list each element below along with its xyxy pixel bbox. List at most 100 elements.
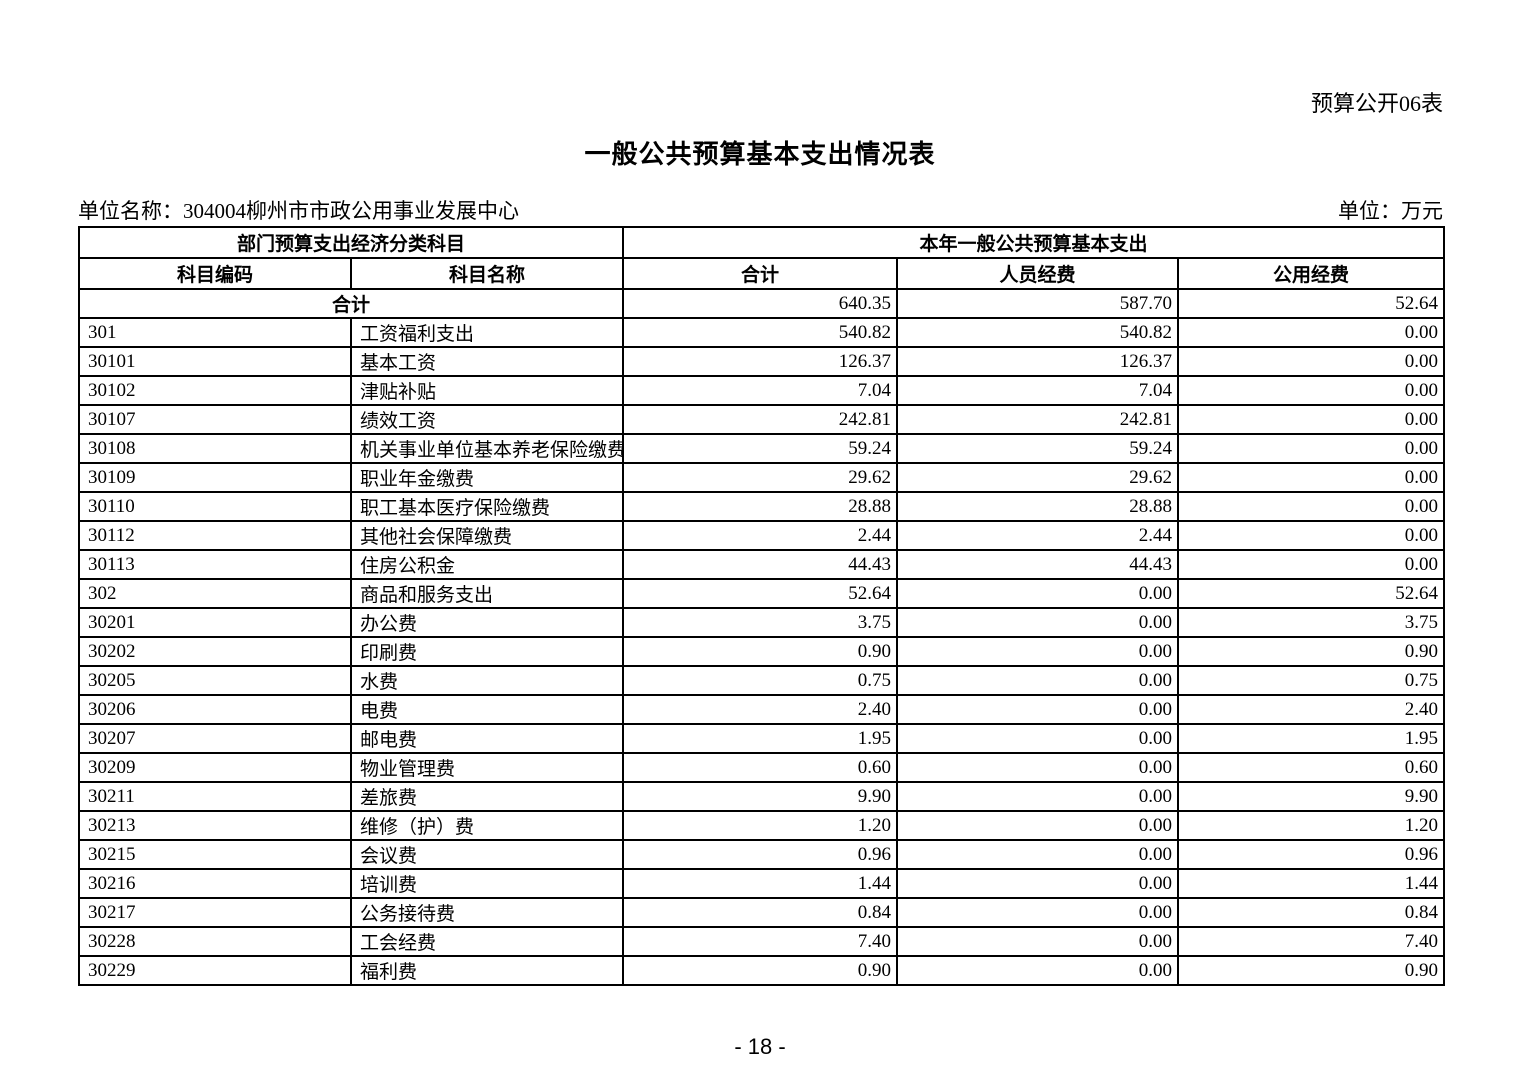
header-group-row: 部门预算支出经济分类科目 本年一般公共预算基本支出 [77,226,1446,259]
cell-subject-name: 机关事业单位基本养老保险缴费 [349,433,625,464]
cell-subject-name: 印刷费 [349,636,625,667]
unit-name-label: 单位名称：304004柳州市市政公用事业发展中心 [78,199,519,223]
cell-subject-name: 物业管理费 [349,752,625,783]
table-row: 30110 职工基本医疗保险缴费 28.88 28.88 0.00 [78,491,1446,522]
cell-subject-code: 30101 [78,346,352,377]
cell-total: 540.82 [622,317,899,348]
unit-scale-label: 单位：万元 [1338,199,1443,223]
total-row-personnel: 587.70 [896,288,1180,319]
cell-subject-name: 维修（护）费 [349,810,625,841]
cell-personnel: 0.00 [896,781,1180,812]
cell-public: 0.00 [1177,549,1446,580]
cell-subject-name: 其他社会保障缴费 [349,520,625,551]
cell-personnel: 0.00 [896,694,1180,725]
table-row: 30205 水费 0.75 0.00 0.75 [78,665,1446,696]
cell-subject-code: 30107 [78,404,352,435]
budget-expenditure-table: 部门预算支出经济分类科目 本年一般公共预算基本支出 科目编码 科目名称 合计 人… [77,226,1446,986]
cell-total: 28.88 [622,491,899,522]
table-row: 30206 电费 2.40 0.00 2.40 [78,694,1446,725]
cell-subject-name: 职工基本医疗保险缴费 [349,491,625,522]
header-group-basic-expenditure: 本年一般公共预算基本支出 [622,226,1446,259]
unit-info-row: 单位名称：304004柳州市市政公用事业发展中心 单位：万元 [78,195,1443,225]
column-header-row: 科目编码 科目名称 合计 人员经费 公用经费 [78,257,1446,290]
header-group-classification: 部门预算支出经济分类科目 [77,226,625,259]
cell-subject-name: 商品和服务支出 [349,578,625,609]
table-row: 30108 机关事业单位基本养老保险缴费 59.24 59.24 0.00 [78,433,1446,464]
cell-public: 0.00 [1177,520,1446,551]
table-row: 30202 印刷费 0.90 0.00 0.90 [78,636,1446,667]
cell-total: 0.60 [622,752,899,783]
cell-subject-code: 30217 [78,897,352,928]
cell-personnel: 0.00 [896,926,1180,957]
cell-subject-code: 30201 [78,607,352,638]
table-row: 30213 维修（护）费 1.20 0.00 1.20 [78,810,1446,841]
cell-subject-name: 水费 [349,665,625,696]
cell-public: 2.40 [1177,694,1446,725]
column-header-personnel: 人员经费 [896,257,1180,290]
cell-subject-code: 301 [78,317,352,348]
cell-public: 7.40 [1177,926,1446,957]
cell-public: 0.00 [1177,375,1446,406]
cell-total: 3.75 [622,607,899,638]
cell-subject-name: 邮电费 [349,723,625,754]
cell-total: 242.81 [622,404,899,435]
form-number-label: 预算公开06表 [1310,91,1443,116]
cell-subject-code: 30110 [78,491,352,522]
cell-subject-code: 30213 [78,810,352,841]
cell-personnel: 0.00 [896,636,1180,667]
cell-total: 59.24 [622,433,899,464]
cell-subject-name: 电费 [349,694,625,725]
table-row: 30102 津贴补贴 7.04 7.04 0.00 [78,375,1446,406]
cell-public: 0.00 [1177,491,1446,522]
cell-personnel: 0.00 [896,810,1180,841]
table-row: 30201 办公费 3.75 0.00 3.75 [78,607,1446,638]
cell-total: 0.96 [622,839,899,870]
page-title: 一般公共预算基本支出情况表 [584,140,936,169]
cell-total: 1.44 [622,868,899,899]
cell-subject-code: 302 [78,578,352,609]
cell-personnel: 126.37 [896,346,1180,377]
column-header-public: 公用经费 [1177,257,1446,290]
cell-personnel: 44.43 [896,549,1180,580]
table-row: 30229 福利费 0.90 0.00 0.90 [78,955,1446,986]
cell-subject-code: 30216 [78,868,352,899]
cell-public: 0.00 [1177,317,1446,348]
cell-subject-code: 30112 [78,520,352,551]
cell-public: 52.64 [1177,578,1446,609]
cell-personnel: 0.00 [896,723,1180,754]
cell-total: 2.40 [622,694,899,725]
table-row: 30107 绩效工资 242.81 242.81 0.00 [78,404,1446,435]
cell-personnel: 28.88 [896,491,1180,522]
cell-total: 0.90 [622,636,899,667]
cell-public: 9.90 [1177,781,1446,812]
cell-public: 0.75 [1177,665,1446,696]
cell-personnel: 0.00 [896,578,1180,609]
table-body: 合计 640.35 587.70 52.64 301 工资福利支出 540.82 54… [77,288,1446,986]
cell-personnel: 29.62 [896,462,1180,493]
table-row: 30112 其他社会保障缴费 2.44 2.44 0.00 [78,520,1446,551]
cell-public: 0.96 [1177,839,1446,870]
cell-subject-name: 津贴补贴 [349,375,625,406]
cell-subject-code: 30102 [78,375,352,406]
cell-subject-name: 职业年金缴费 [349,462,625,493]
cell-public: 0.90 [1177,636,1446,667]
table-header: 部门预算支出经济分类科目 本年一般公共预算基本支出 科目编码 科目名称 合计 人… [77,226,1446,290]
cell-public: 0.60 [1177,752,1446,783]
cell-total: 1.20 [622,810,899,841]
column-header-total: 合计 [622,257,899,290]
cell-subject-code: 30202 [78,636,352,667]
cell-subject-name: 住房公积金 [349,549,625,580]
cell-personnel: 59.24 [896,433,1180,464]
table-row: 30228 工会经费 7.40 0.00 7.40 [78,926,1446,957]
cell-total: 44.43 [622,549,899,580]
cell-subject-code: 30109 [78,462,352,493]
cell-total: 9.90 [622,781,899,812]
cell-subject-code: 30229 [78,955,352,986]
cell-public: 3.75 [1177,607,1446,638]
cell-subject-name: 会议费 [349,839,625,870]
cell-personnel: 0.00 [896,839,1180,870]
table-row: 30101 基本工资 126.37 126.37 0.00 [78,346,1446,377]
cell-subject-code: 30207 [78,723,352,754]
cell-subject-name: 工资福利支出 [349,317,625,348]
table-row: 30215 会议费 0.96 0.00 0.96 [78,839,1446,870]
